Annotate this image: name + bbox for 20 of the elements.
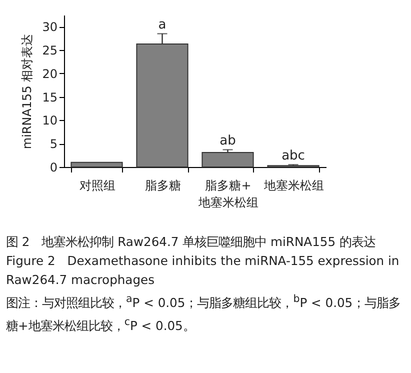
y-tick-label: 10 bbox=[42, 114, 58, 128]
x-tick-label: 对照组 bbox=[79, 178, 116, 192]
text: 图 2 地塞米松抑制 Raw264.7 单核巨噬细胞中 miRNA155 的表达 bbox=[6, 234, 376, 251]
bar bbox=[202, 152, 254, 168]
y-tick-label: 0 bbox=[50, 160, 58, 174]
text: 图注：与对照组比较，$^{a}$P < 0.05；与脂多糖组比较，$^{b}$P < 0.05；与脂多糖+地塞米松组比较，$^{c}$P < 0.05。 bbox=[6, 293, 401, 334]
annotation: a bbox=[158, 18, 166, 33]
annotation: ab bbox=[220, 134, 236, 149]
y-tick-label: 30 bbox=[42, 20, 58, 34]
y-tick-label: 5 bbox=[50, 137, 58, 152]
x-tick-label: 地塞米松组 bbox=[262, 178, 324, 192]
text: Figure 2 Dexamethasone inhibits the miRNA-155 expression in Raw264.7 macrophages bbox=[6, 253, 400, 289]
bar bbox=[70, 162, 123, 168]
y-tick-label: 15 bbox=[42, 90, 58, 104]
x-tick-label: 脂多糖 bbox=[144, 178, 181, 192]
x-tick-label: 脂多糖+ 地塞米松组 bbox=[197, 178, 258, 210]
y-tick-label: 25 bbox=[42, 44, 58, 58]
y-axis-title: miRNA155 相对表达 bbox=[20, 34, 34, 150]
annotation: abc bbox=[282, 148, 305, 164]
y-tick-label: 20 bbox=[42, 66, 58, 81]
